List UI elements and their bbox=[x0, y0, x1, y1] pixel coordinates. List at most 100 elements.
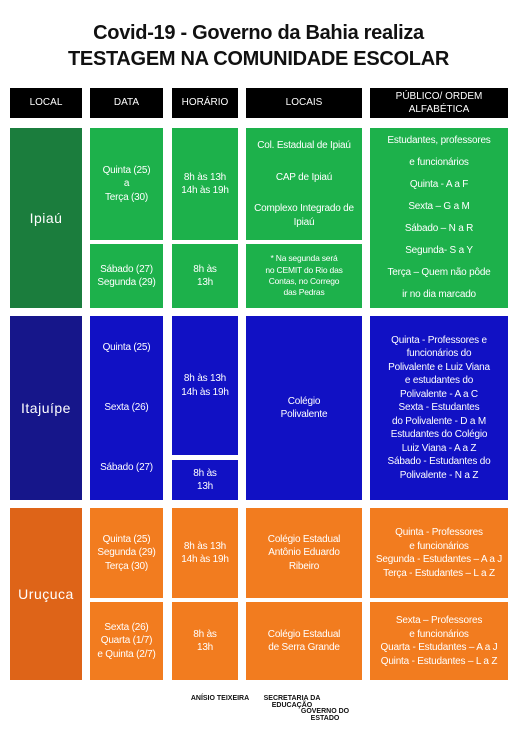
data-line: Terça (30) bbox=[104, 560, 148, 572]
publico-line: Polivalente e Luiz Viana bbox=[388, 361, 490, 373]
header-cell: LOCAIS bbox=[246, 88, 362, 118]
locais-line: Colégio Estadual bbox=[267, 628, 341, 640]
local-cell: Uruçuca bbox=[10, 508, 82, 680]
locais-line: Ribeiro bbox=[288, 560, 320, 572]
header-text: LOCAL bbox=[29, 97, 63, 109]
horario-cell: 8h às 13h 14h às 19h bbox=[172, 316, 238, 455]
data-line: Sexta (26) bbox=[104, 621, 149, 633]
publico-line: Estudantes do Colégio bbox=[390, 429, 488, 441]
locais-line: de Serra Grande bbox=[268, 642, 340, 653]
header-cell: LOCAL bbox=[10, 88, 82, 118]
locais-cell: Col. Estadual de Ipiaú CAP de Ipiaú Comple… bbox=[246, 128, 362, 240]
data-line: e Quinta (2/7) bbox=[97, 648, 156, 660]
header-cell: HORÁRIO bbox=[172, 88, 238, 118]
local-name: Itajuípe bbox=[21, 399, 71, 416]
title-line: Covid-19 - Governo da Bahia realiza bbox=[93, 22, 424, 44]
publico-cell: Estudantes, professores e funcionários Qui… bbox=[370, 128, 508, 308]
publico-line: Quinta - A a F bbox=[409, 179, 469, 191]
footer-logo-text: ANÍSIO TEIXEIRA bbox=[190, 695, 250, 702]
local-name: Uruçuca bbox=[18, 585, 74, 602]
locais-line: Col. Estadual de Ipiaú bbox=[257, 140, 351, 151]
horario-cell: 8h às 13h bbox=[172, 460, 238, 500]
publico-line: Quinta - Professores e bbox=[391, 334, 487, 346]
horario-line: 8h às bbox=[193, 628, 217, 640]
horario-line: 8h às 13h bbox=[183, 171, 227, 183]
locais-line: Polivalente bbox=[280, 409, 328, 420]
publico-cell: Sexta – Professores e funcionários Quarta … bbox=[370, 602, 508, 680]
data-cell: Sábado (27) Segunda (29) bbox=[90, 244, 163, 308]
publico-line: e estudantes do bbox=[404, 375, 474, 387]
header-text: DATA bbox=[113, 97, 140, 109]
publico-line: Quarta - Estudantes – A a J bbox=[380, 642, 498, 653]
locais-cell: Colégio Estadual Antônio Eduardo Ribeiro bbox=[246, 508, 362, 598]
footer-logo-text: SECRETARIA DA EDUCAÇÃO bbox=[263, 695, 321, 709]
data-cell: Quinta (25) Sexta (26) Sábado (27) bbox=[90, 316, 163, 500]
local-name: Ipiaú bbox=[29, 209, 63, 226]
publico-line: funcionários do bbox=[406, 348, 472, 360]
footer-logo-text: GOVERNO DO ESTADO bbox=[300, 708, 350, 722]
publico-line: e funcionários bbox=[409, 157, 469, 169]
data-cell: Sexta (26) Quarta (1/7) e Quinta (2/7) bbox=[90, 602, 163, 680]
locais-cell: Colégio Polivalente bbox=[246, 316, 362, 500]
publico-line: Sexta – Professores bbox=[395, 615, 483, 626]
data-cell: Quinta (25) Segunda (29) Terça (30) bbox=[90, 508, 163, 598]
publico-line: Segunda - Estudantes – A a J bbox=[375, 554, 503, 565]
horario-line: 13h bbox=[196, 277, 214, 288]
data-line: Quinta (25) bbox=[102, 342, 151, 354]
header-cell: DATA bbox=[90, 88, 163, 118]
data-line: Quinta (25) bbox=[102, 533, 151, 545]
horario-line: 14h às 19h bbox=[181, 554, 229, 565]
horario-cell: 8h às 13h 14h às 19h bbox=[172, 128, 238, 240]
publico-line: ir no dia marcado bbox=[402, 289, 476, 301]
local-cell: Ipiaú bbox=[10, 128, 82, 308]
publico-line: Estudantes, professores bbox=[387, 135, 491, 147]
publico-line: Polivalente - N a Z bbox=[399, 469, 479, 481]
locais-line: CAP de Ipiaú bbox=[275, 171, 333, 183]
publico-line: e funcionários bbox=[409, 540, 469, 552]
publico-line: Quinta - Estudantes – L a Z bbox=[380, 655, 498, 667]
horario-line: 8h às 13h bbox=[183, 540, 227, 552]
locais-line: Complexo Integrado de Ipiaú bbox=[254, 203, 354, 228]
horario-line: 13h bbox=[196, 481, 214, 492]
publico-cell: Quinta - Professores e funcionários Segund… bbox=[370, 508, 508, 598]
locais-line: Colégio bbox=[287, 395, 321, 407]
data-line: Sábado (27) bbox=[100, 263, 153, 275]
header-text: LOCAIS bbox=[285, 97, 323, 109]
publico-line: Terça – Quem não pôde bbox=[387, 267, 491, 279]
header-text: HORÁRIO bbox=[181, 97, 229, 109]
header-cell: PÚBLICO/ ORDEM ALFABÉTICA bbox=[370, 88, 508, 118]
locais-cell: Colégio Estadual de Serra Grande bbox=[246, 602, 362, 680]
publico-line: e funcionários bbox=[409, 628, 469, 640]
horario-line: 13h bbox=[196, 642, 214, 653]
locais-line: no CEMIT do Rio das bbox=[265, 264, 343, 275]
locais-line: Antônio Eduardo bbox=[268, 547, 340, 559]
publico-line: Quinta - Professores bbox=[395, 527, 483, 538]
data-line: Segunda (29) bbox=[97, 547, 156, 559]
data-line: Sábado (27) bbox=[100, 462, 153, 474]
data-line: Terça (30) bbox=[104, 191, 148, 203]
locais-cell: * Na segunda será no CEMIT do Rio das Cont… bbox=[246, 244, 362, 308]
title-line: TESTAGEM NA COMUNIDADE ESCOLAR bbox=[67, 48, 449, 70]
local-cell: Itajuípe bbox=[10, 316, 82, 500]
header-text: PÚBLICO/ ORDEM ALFABÉTICA bbox=[395, 90, 483, 116]
horario-line: 8h às 13h bbox=[183, 373, 227, 384]
horario-cell: 8h às 13h 14h às 19h bbox=[172, 508, 238, 598]
publico-line: Terça - Estudantes – L a Z bbox=[383, 567, 495, 579]
horario-line: 14h às 19h bbox=[181, 386, 229, 398]
data-cell: Quinta (25) a Terça (30) bbox=[90, 128, 163, 240]
data-line: a bbox=[123, 178, 130, 190]
publico-line: Sábado – N a R bbox=[404, 223, 474, 235]
publico-cell: Quinta - Professores e funcionários do Pol… bbox=[370, 316, 508, 500]
data-line: Sexta (26) bbox=[104, 402, 149, 414]
horario-cell: 8h às 13h bbox=[172, 244, 238, 308]
data-line: Segunda (29) bbox=[97, 277, 156, 288]
publico-line: Sábado - Estudantes do bbox=[387, 456, 491, 468]
publico-line: Luiz Viana - A a Z bbox=[401, 442, 477, 454]
locais-line: Colégio Estadual bbox=[267, 533, 341, 545]
data-line: Quinta (25) bbox=[102, 164, 151, 176]
publico-line: Sexta – G a M bbox=[408, 201, 470, 213]
publico-line: Sexta - Estudantes bbox=[398, 402, 480, 414]
locais-line: das Pedras bbox=[283, 287, 325, 298]
horario-line: 8h às bbox=[193, 263, 217, 275]
